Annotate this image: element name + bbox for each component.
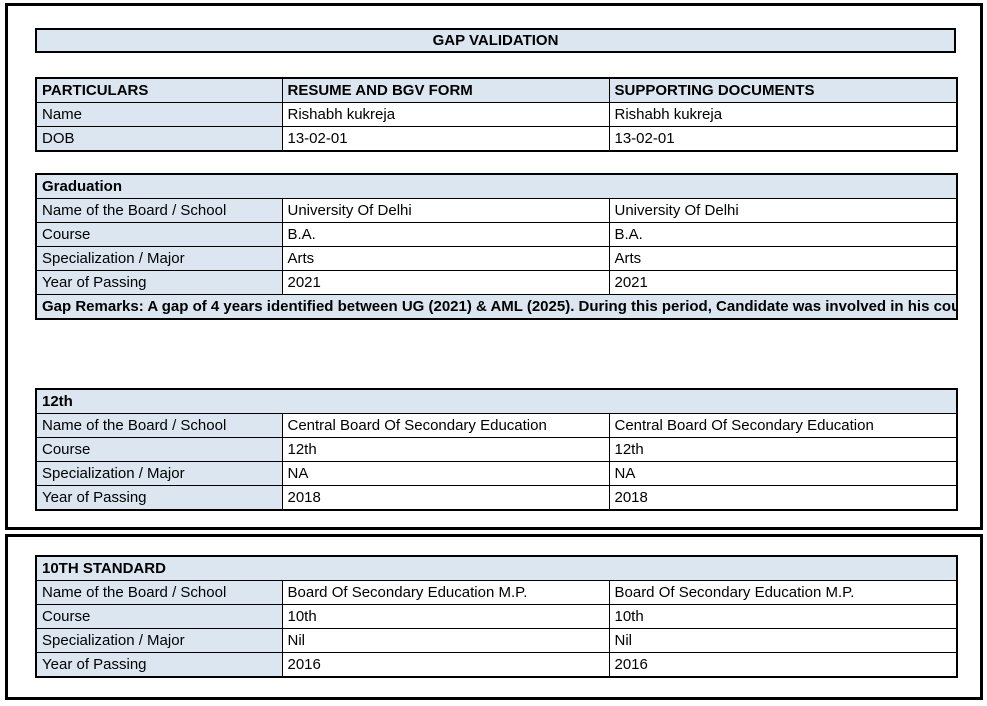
table-row: Name of the Board / School Central Board… xyxy=(35,413,958,438)
table-row: Specialization / Major Arts Arts xyxy=(35,246,958,271)
supporting-value-year-of-passing: 2018 xyxy=(608,485,958,511)
row-label-course: Course xyxy=(35,604,283,629)
row-label-board-school: Name of the Board / School xyxy=(35,413,283,438)
section-title-12th: 12th xyxy=(35,388,958,414)
supporting-value-dob: 13-02-01 xyxy=(608,126,958,152)
row-label-dob: DOB xyxy=(35,126,283,152)
gap-remarks-cell: Gap Remarks: A gap of 4 years identified… xyxy=(35,294,958,320)
table-row: Name of the Board / School University Of… xyxy=(35,198,958,223)
twelfth-table: 12th Name of the Board / School Central … xyxy=(35,388,958,511)
section-title-10th-standard: 10TH STANDARD xyxy=(35,555,958,581)
section-title-graduation: Graduation xyxy=(35,173,958,199)
table-row: Year of Passing 2016 2016 xyxy=(35,652,958,678)
supporting-value-course: B.A. xyxy=(608,222,958,247)
resume-value-board-school: University Of Delhi xyxy=(281,198,610,223)
supporting-value-board-school: University Of Delhi xyxy=(608,198,958,223)
resume-value-board-school: Board Of Secondary Education M.P. xyxy=(281,580,610,605)
resume-value-course: 12th xyxy=(281,437,610,462)
row-label-name: Name xyxy=(35,102,283,127)
tenth-standard-table: 10TH STANDARD Name of the Board / School… xyxy=(35,555,959,678)
row-label-specialization: Specialization / Major xyxy=(35,461,283,486)
supporting-value-year-of-passing: 2016 xyxy=(608,652,958,678)
row-label-course: Course xyxy=(35,437,283,462)
resume-value-board-school: Central Board Of Secondary Education xyxy=(281,413,610,438)
table-header-row: PARTICULARS RESUME AND BGV FORM SUPPORTI… xyxy=(35,77,958,103)
column-header-particulars: PARTICULARS xyxy=(35,77,283,103)
gap-validation-title: GAP VALIDATION xyxy=(35,28,956,53)
resume-value-course: B.A. xyxy=(281,222,610,247)
resume-value-year-of-passing: 2021 xyxy=(281,270,610,295)
table-row: Year of Passing 2018 2018 xyxy=(35,485,958,511)
section-title-row: Graduation xyxy=(35,173,958,199)
supporting-value-board-school: Central Board Of Secondary Education xyxy=(608,413,958,438)
table-row: Course B.A. B.A. xyxy=(35,222,958,247)
row-label-specialization: Specialization / Major xyxy=(35,246,283,271)
table-row: Name of the Board / School Board Of Seco… xyxy=(35,580,958,605)
row-label-course: Course xyxy=(35,222,283,247)
resume-value-name: Rishabh kukreja xyxy=(281,102,610,127)
supporting-value-course: 10th xyxy=(608,604,958,629)
particulars-table: PARTICULARS RESUME AND BGV FORM SUPPORTI… xyxy=(35,77,958,152)
supporting-value-specialization: Nil xyxy=(608,628,958,653)
resume-value-specialization: NA xyxy=(281,461,610,486)
graduation-table: Graduation Name of the Board / School Un… xyxy=(35,173,958,320)
resume-value-dob: 13-02-01 xyxy=(281,126,610,152)
row-label-year-of-passing: Year of Passing xyxy=(35,485,283,511)
table-row: Specialization / Major Nil Nil xyxy=(35,628,958,653)
row-label-board-school: Name of the Board / School xyxy=(35,580,283,605)
resume-value-course: 10th xyxy=(281,604,610,629)
table-row: Name Rishabh kukreja Rishabh kukreja xyxy=(35,102,958,127)
supporting-value-name: Rishabh kukreja xyxy=(608,102,958,127)
section-title-row: 12th xyxy=(35,388,958,414)
gap-remarks-row: Gap Remarks: A gap of 4 years identified… xyxy=(35,294,958,320)
table-row: Specialization / Major NA NA xyxy=(35,461,958,486)
row-label-year-of-passing: Year of Passing xyxy=(35,270,283,295)
supporting-value-year-of-passing: 2021 xyxy=(608,270,958,295)
row-label-specialization: Specialization / Major xyxy=(35,628,283,653)
supporting-value-specialization: Arts xyxy=(608,246,958,271)
supporting-value-board-school: Board Of Secondary Education M.P. xyxy=(608,580,958,605)
column-header-supporting-documents: SUPPORTING DOCUMENTS xyxy=(608,77,958,103)
column-header-resume-bgv-form: RESUME AND BGV FORM xyxy=(281,77,610,103)
table-row: DOB 13-02-01 13-02-01 xyxy=(35,126,958,152)
resume-value-year-of-passing: 2018 xyxy=(281,485,610,511)
resume-value-year-of-passing: 2016 xyxy=(281,652,610,678)
section-title-row: 10TH STANDARD xyxy=(35,555,958,581)
resume-value-specialization: Arts xyxy=(281,246,610,271)
row-label-year-of-passing: Year of Passing xyxy=(35,652,283,678)
row-label-board-school: Name of the Board / School xyxy=(35,198,283,223)
table-row: Year of Passing 2021 2021 xyxy=(35,270,958,295)
table-row: Course 10th 10th xyxy=(35,604,958,629)
supporting-value-specialization: NA xyxy=(608,461,958,486)
supporting-value-course: 12th xyxy=(608,437,958,462)
resume-value-specialization: Nil xyxy=(281,628,610,653)
table-row: Course 12th 12th xyxy=(35,437,958,462)
